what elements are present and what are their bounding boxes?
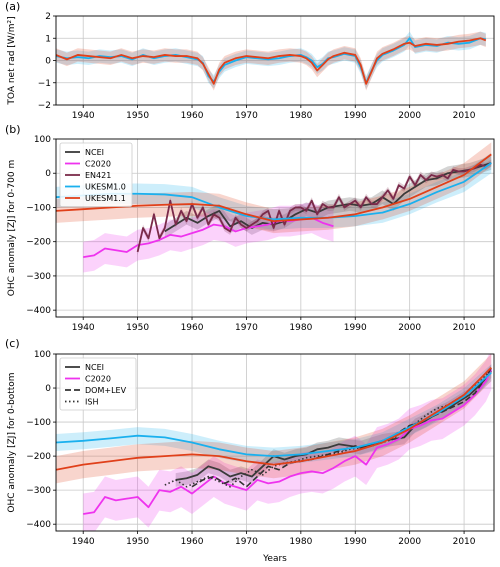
x-tick-label: 1970 xyxy=(235,537,258,547)
y-tick-label: −100 xyxy=(26,203,51,213)
band-ukesm1-0 xyxy=(56,152,492,230)
legend-label: NCEI xyxy=(85,148,104,157)
x-tick-label: 1940 xyxy=(72,537,95,547)
series-line-ukesm1-1 xyxy=(56,366,492,471)
band-ukesm1-1 xyxy=(56,142,492,234)
x-tick-label: 1990 xyxy=(344,323,367,333)
band-ukesm1-1 xyxy=(56,31,486,91)
x-tick-label: 1940 xyxy=(72,323,95,333)
y-tick-label: −400 xyxy=(26,306,51,316)
x-tick-label: 2010 xyxy=(453,111,476,121)
x-tick-label: 1970 xyxy=(235,323,258,333)
legend-label: UKESM1.0 xyxy=(85,183,126,192)
y-tick-label: 100 xyxy=(34,135,51,145)
panel-label: (a) xyxy=(5,0,20,13)
plot-area xyxy=(56,354,493,531)
legend-label: ISH xyxy=(85,398,98,407)
y-tick-label: −200 xyxy=(26,238,51,248)
x-tick-label: 1980 xyxy=(289,537,312,547)
x-tick-label: 1950 xyxy=(126,111,149,121)
series-line-c2020 xyxy=(83,368,493,515)
legend-box xyxy=(59,357,137,411)
y-tick-label: −2 xyxy=(38,101,51,111)
x-tick-label: 1990 xyxy=(344,537,367,547)
band-ncei xyxy=(164,156,492,239)
panel-1: 1940 1950 1960 1970 1980 1990 2000 2010 −400 −300… xyxy=(5,123,495,333)
x-tick-label: 1960 xyxy=(181,537,204,547)
axes-frame xyxy=(55,353,495,532)
x-tick-label: 1960 xyxy=(181,111,204,121)
x-tick-label: 2000 xyxy=(398,111,421,121)
y-tick-label: −100 xyxy=(26,418,51,428)
legend-label: NCEI xyxy=(85,363,104,372)
band-ukesm1-1 xyxy=(56,354,492,484)
panel-label: (b) xyxy=(5,123,21,136)
y-tick-label: −400 xyxy=(26,520,51,530)
y-tick-label: −300 xyxy=(26,486,51,496)
panel-2: 1940 1950 1960 1970 1980 1990 2000 2010 −400 −300… xyxy=(5,337,495,547)
legend-box xyxy=(59,142,133,207)
series-line-ish xyxy=(164,368,492,488)
x-tick-label: 1970 xyxy=(235,111,258,121)
band-ncei xyxy=(175,364,492,487)
y-axis-label: OHC anomaly [ZJ] for 0-700 m xyxy=(7,160,17,296)
y-tick-label: 0 xyxy=(45,57,51,67)
plot-area xyxy=(56,31,487,91)
y-tick-label: 1 xyxy=(45,34,51,44)
x-tick-label: 1980 xyxy=(289,323,312,333)
band-ukesm1-0 xyxy=(56,364,492,465)
x-tick-label: 2010 xyxy=(453,537,476,547)
y-axis-label: OHC anomaly [ZJ] for 0-bottom xyxy=(7,372,17,512)
legend-label: UKESM1.1 xyxy=(85,194,126,203)
x-tick-label: 2000 xyxy=(398,537,421,547)
x-tick-label: 2010 xyxy=(453,323,476,333)
x-tick-label: 1990 xyxy=(344,111,367,121)
axes-frame xyxy=(55,138,495,318)
series-line-ukesm1-1 xyxy=(56,37,487,85)
panel-0: 1940 1950 1960 1970 1980 1990 2000 2010 −2 −1 0 1 2 T… xyxy=(5,0,495,121)
x-tick-label: 1960 xyxy=(181,323,204,333)
y-tick-label: −1 xyxy=(38,79,51,89)
y-tick-label: 2 xyxy=(45,12,51,22)
y-tick-label: −200 xyxy=(26,452,51,462)
x-tick-label: 1950 xyxy=(126,323,149,333)
legend-label: DOM+LEV xyxy=(85,386,127,395)
y-tick-label: 0 xyxy=(45,169,51,179)
y-tick-label: −300 xyxy=(26,272,51,282)
legend-label: C2020 xyxy=(85,375,111,384)
y-tick-label: 100 xyxy=(34,350,51,360)
band-c2020 xyxy=(83,354,492,531)
band-ukesm1-0 xyxy=(56,31,486,90)
y-tick-label: 0 xyxy=(45,384,51,394)
y-axis-label: TOA net rad [W/m²] xyxy=(7,16,17,105)
series-line-en421 xyxy=(136,162,492,253)
x-tick-label: 1980 xyxy=(289,111,312,121)
x-tick-label: 1940 xyxy=(72,111,95,121)
legend-label: EN421 xyxy=(85,171,111,180)
x-axis-label: Years xyxy=(262,554,287,564)
x-tick-label: 2000 xyxy=(398,323,421,333)
legend-label: C2020 xyxy=(85,160,111,169)
x-tick-label: 1950 xyxy=(126,537,149,547)
panel-label: (c) xyxy=(5,337,20,350)
